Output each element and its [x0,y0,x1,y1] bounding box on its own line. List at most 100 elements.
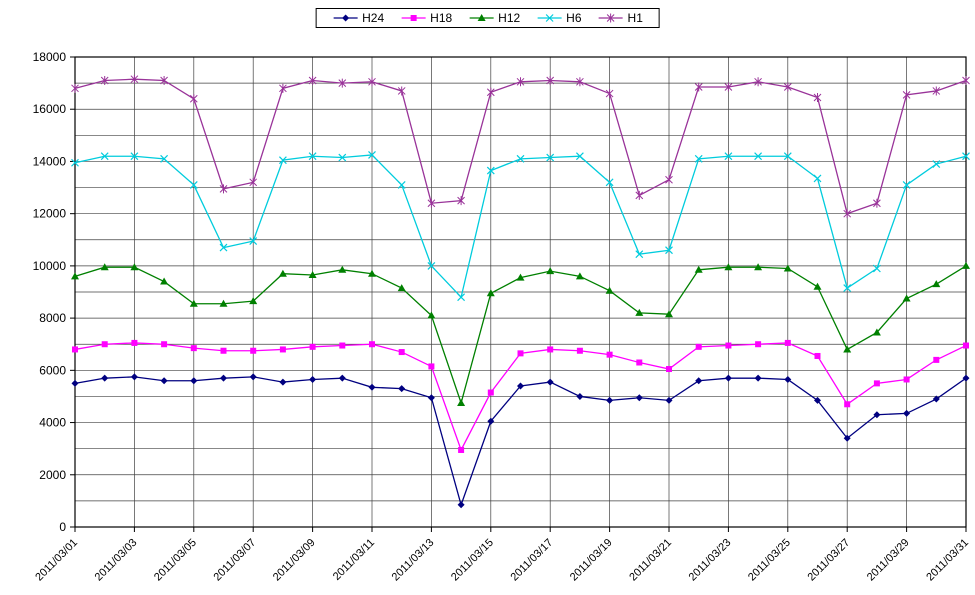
x-axis-label: 2011/03/07 [211,537,258,584]
x-axis-label: 2011/03/29 [865,537,912,584]
marker-diamond [695,377,703,385]
marker-square [101,341,108,348]
legend-label: H24 [362,11,385,25]
marker-x [902,181,911,189]
marker-triangle [635,308,644,316]
legend-marker-triangle-icon [469,14,494,21]
marker-diamond [130,373,138,381]
y-axis-label: 14000 [33,154,67,168]
marker-star [546,76,555,85]
y-axis-label: 18000 [33,50,67,64]
marker-triangle [546,267,555,275]
marker-x [843,284,852,293]
marker-star [635,190,644,200]
series-H24 [71,373,970,509]
marker-triangle [71,272,79,280]
marker-triangle [278,269,287,277]
marker-triangle [219,299,228,307]
marker-star [486,87,495,97]
marker-diamond [635,394,643,402]
marker-x [694,154,703,163]
x-axis-label: 2011/03/27 [805,537,852,584]
marker-triangle [308,271,317,279]
marker-square [606,351,613,358]
legend-marker-diamond-icon [333,14,358,22]
y-axis-label: 16000 [33,102,67,116]
y-axis-label: 6000 [39,363,66,377]
marker-x [130,152,139,161]
marker-x [397,181,406,189]
marker-diamond [341,14,349,22]
x-axis-label: 2011/03/19 [568,537,615,584]
marker-square [458,446,465,453]
marker-square [161,341,168,348]
marker-square [398,349,405,356]
marker-square [369,341,375,348]
x-axis-label: 2011/03/01 [33,537,80,584]
marker-diamond [160,377,168,385]
legend-marker-star-icon [598,13,623,23]
marker-star [902,90,911,100]
marker-diamond [754,374,762,382]
marker-triangle [516,273,525,281]
x-axis-label: 2011/03/21 [627,537,674,584]
x-axis-label: 2011/03/25 [746,537,793,584]
legend-label: H12 [498,11,521,25]
marker-square [695,343,702,350]
y-axis-label: 10000 [33,259,67,273]
marker-square [131,339,138,346]
marker-triangle [100,263,109,271]
legend-label: H1 [627,11,643,25]
marker-triangle [665,310,673,318]
marker-x [932,160,941,168]
marker-square [576,347,583,354]
marker-diamond [309,375,317,383]
marker-star [606,13,615,23]
marker-triangle [932,280,941,288]
x-axis-label: 2011/03/09 [271,537,318,584]
marker-square [279,346,286,353]
y-axis-label: 2000 [39,468,66,482]
marker-diamond [368,383,376,391]
x-axis-label: 2011/03/11 [331,537,377,583]
marker-star [219,184,228,194]
marker-x [783,152,792,161]
marker-x [249,237,258,246]
x-axis-label: 2011/03/31 [924,537,971,584]
marker-triangle [368,269,376,277]
marker-square [636,359,643,366]
series-H6 [71,150,970,302]
y-axis-label: 4000 [39,416,66,430]
marker-star [397,86,406,96]
marker-star [724,82,733,92]
marker-triangle [477,14,486,21]
marker-x [100,152,109,161]
marker-square [72,346,78,353]
x-axis-label: 2011/03/13 [390,537,437,584]
marker-triangle [783,264,792,272]
marker-triangle [486,289,495,297]
marker-square [933,356,940,363]
marker-diamond [517,382,524,390]
y-axis-label: 12000 [33,207,67,221]
legend-item-H18: H18 [400,11,452,25]
marker-square [517,350,524,357]
y-axis-label: 0 [59,520,66,534]
marker-diamond [101,374,109,382]
marker-triangle [160,277,169,285]
marker-diamond [962,374,970,382]
marker-diamond [487,417,495,425]
marker-x [724,152,733,161]
marker-diamond [814,396,821,404]
marker-diamond [220,374,227,382]
marker-diamond [190,377,198,385]
marker-diamond [427,394,435,402]
marker-star [873,198,881,208]
marker-x [368,150,376,159]
series-line-H1 [74,78,967,215]
marker-diamond [665,396,673,404]
marker-square [250,347,257,354]
legend-item-H24: H24 [332,11,384,25]
x-axis-label: 2011/03/03 [93,537,140,584]
